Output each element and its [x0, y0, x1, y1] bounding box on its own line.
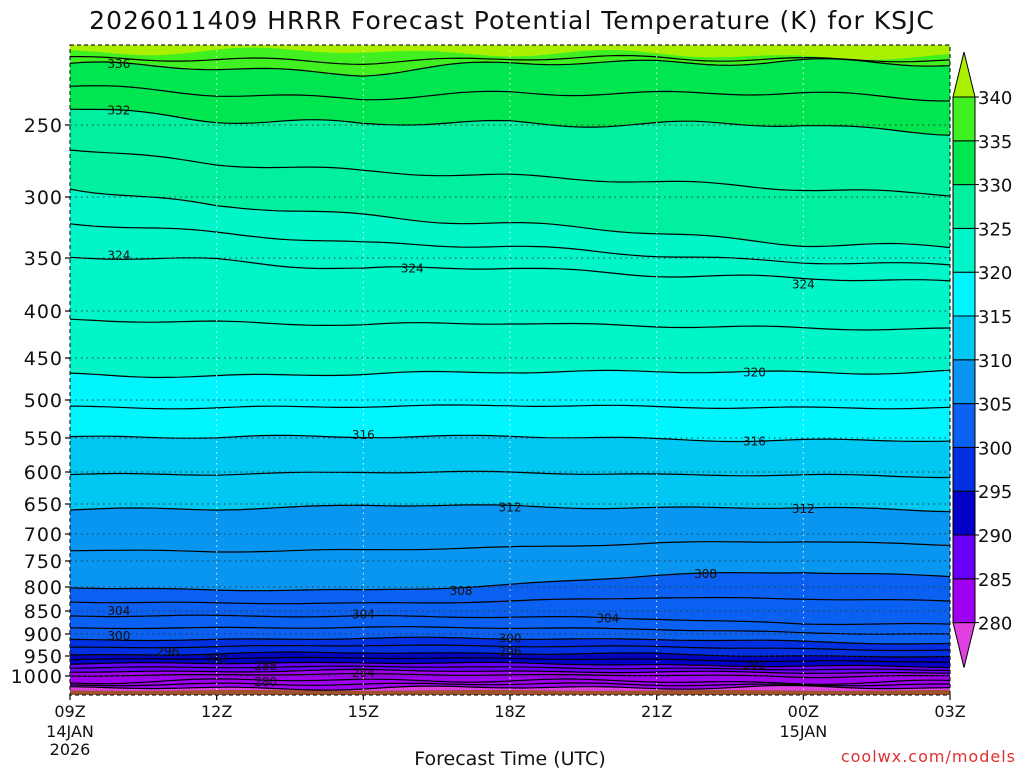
contour-label-332: 332	[107, 104, 130, 118]
x-tick-label-09Z: 09Z	[54, 702, 85, 721]
colorbar-swatch-310	[952, 315, 976, 361]
x-tick-label-18Z: 18Z	[494, 702, 525, 721]
colorbar-swatch-280	[952, 578, 976, 624]
colorbar-label-310: 310	[978, 351, 1012, 372]
contour-labels: 336 332 324 324 324 320 316 316 312 312 308 308 304 3…	[107, 57, 814, 689]
colorbar-label-320: 320	[978, 263, 1012, 284]
ground	[70, 690, 950, 695]
credit-text: coolwx.com/models	[841, 747, 1016, 766]
contour-label-316: 316	[352, 428, 375, 442]
colorbar-label-285: 285	[978, 570, 1012, 591]
contour-label-320: 320	[743, 365, 766, 379]
contour-label-304: 304	[107, 604, 130, 618]
y-tick-label-950: 950	[24, 646, 63, 668]
colorbar-swatch-290	[952, 490, 976, 536]
x-tick-label-03Z: 03Z	[934, 702, 965, 721]
contour-292	[70, 661, 950, 669]
contour-label-312: 312	[499, 501, 522, 515]
colorbar-swatch-300	[952, 403, 976, 448]
y-tick-label-500: 500	[24, 390, 63, 412]
contour-318	[70, 404, 950, 410]
colorbar-swatch-325	[952, 184, 976, 229]
y-tick-label-650: 650	[24, 494, 63, 516]
contour-label-324: 324	[401, 262, 424, 276]
y-tick-label-850: 850	[24, 601, 63, 623]
colorbar-arrow-high	[952, 51, 976, 98]
contour-label-292: 292	[743, 658, 766, 672]
contour-label-296: 296	[156, 645, 179, 659]
x-tick-date-09Z: 14JAN	[46, 722, 94, 741]
y-tick-label-450: 450	[24, 348, 63, 370]
colorbar-swatch-305	[952, 359, 976, 405]
x-tick-date-00Z: 15JAN	[779, 722, 827, 741]
contour-label-304: 304	[352, 608, 375, 622]
x-axis-label: Forecast Time (UTC)	[414, 748, 605, 768]
y-tick-label-300: 300	[24, 187, 63, 209]
y-tick-label-750: 750	[24, 551, 63, 573]
colorbar-swatch-285	[952, 534, 976, 580]
contour-330	[70, 149, 950, 197]
colorbar-arrow-low	[952, 622, 976, 668]
colorbar-swatch-335	[952, 96, 976, 142]
pressure-axis: 2503003504004505005506006507007508008509…	[11, 115, 70, 688]
colorbar-legend: 280 285 290 295 300 305 310 315 320 325 330 335 340	[952, 51, 1012, 668]
x-tick-label-12Z: 12Z	[201, 702, 232, 721]
colorbar-label-340: 340	[978, 88, 1012, 109]
x-tick-year-09Z: 2026	[50, 740, 91, 759]
contour-label-324: 324	[792, 278, 815, 292]
contour-334	[70, 85, 950, 102]
contour-label-304: 304	[596, 611, 619, 625]
y-tick-label-1000: 1000	[11, 666, 63, 688]
theta-band-340	[70, 45, 950, 60]
contour-324	[70, 256, 950, 282]
colorbar-swatch-320	[952, 227, 976, 273]
x-tick-label-00Z: 00Z	[788, 702, 819, 721]
contour-label-296: 296	[499, 645, 522, 659]
chart-title: 2026011409 HRRR Forecast Potential Tempe…	[89, 6, 935, 35]
contour-label-280: 280	[254, 675, 277, 689]
colorbar-swatch-330	[952, 140, 976, 186]
contour-label-308: 308	[694, 567, 717, 581]
contour-298	[70, 644, 950, 652]
y-tick-label-700: 700	[24, 524, 63, 546]
contour-label-300: 300	[499, 631, 522, 645]
contour-label-316: 316	[743, 434, 766, 448]
x-tick-label-21Z: 21Z	[641, 702, 672, 721]
colorbar-label-325: 325	[978, 219, 1012, 240]
colorbar-label-300: 300	[978, 438, 1012, 459]
y-tick-label-400: 400	[24, 301, 63, 323]
y-tick-label-250: 250	[24, 115, 63, 137]
colorbar-label-305: 305	[978, 395, 1012, 416]
colorbar-label-315: 315	[978, 307, 1012, 328]
contour-label-292: 292	[205, 653, 228, 667]
y-tick-label-900: 900	[24, 624, 63, 646]
contour-label-336: 336	[107, 57, 130, 71]
y-tick-label-550: 550	[24, 428, 63, 450]
plot-grid	[70, 45, 950, 695]
contour-338	[70, 54, 950, 66]
contour-label-300: 300	[107, 629, 130, 643]
colorbar-label-290: 290	[978, 526, 1012, 547]
y-tick-label-800: 800	[24, 577, 63, 599]
colorbar-label-280: 280	[978, 614, 1012, 635]
colorbar-label-295: 295	[978, 482, 1012, 503]
contour-label-308: 308	[450, 584, 473, 598]
y-tick-label-600: 600	[24, 462, 63, 484]
colorbar-swatch-315	[952, 271, 976, 317]
contour-label-312: 312	[792, 502, 815, 516]
x-tick-label-15Z: 15Z	[348, 702, 379, 721]
colorbar-swatch-295	[952, 446, 976, 492]
contour-label-288: 288	[254, 659, 277, 673]
y-tick-label-350: 350	[24, 248, 63, 270]
contour-label-324: 324	[107, 249, 130, 263]
colorbar-label-330: 330	[978, 176, 1012, 197]
contour-280	[70, 684, 950, 691]
colorbar-label-335: 335	[978, 132, 1012, 153]
contour-label-284: 284	[352, 666, 375, 680]
